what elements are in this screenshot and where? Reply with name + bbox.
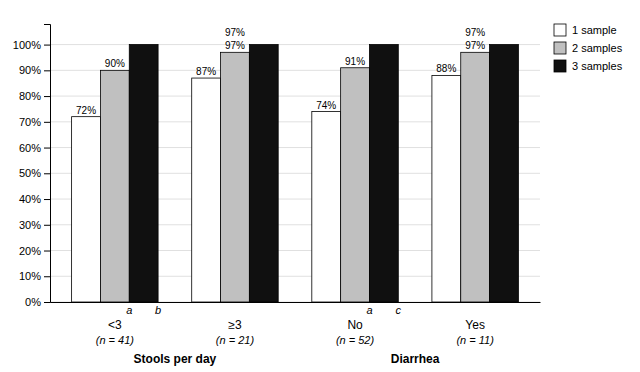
annotation: a (126, 304, 132, 316)
y-tick-label: 90% (19, 64, 41, 76)
bar (490, 45, 519, 302)
y-tick: 90% (19, 64, 50, 76)
bars (72, 45, 519, 302)
y-tick-mark (44, 45, 50, 46)
category-note: (n = 52) (336, 334, 375, 346)
x-tick-label: ≥3 (228, 318, 242, 332)
legend: 1 sample 2 samples 3 samples (554, 24, 623, 72)
chart-container: 0% 10% 20% 30% 40% 50% 60% 70% 80% 90% 100% <3 ≥3 No Y… (0, 0, 640, 372)
x-tick: ≥3 (228, 318, 242, 332)
y-axis-line (44, 25, 51, 303)
bar (249, 45, 278, 302)
bar (432, 75, 461, 302)
legend-swatch (554, 60, 566, 72)
y-tick-label: 20% (19, 245, 41, 257)
legend-item: 3 samples (554, 60, 623, 72)
bar (461, 52, 490, 302)
legend-item: 1 sample (554, 24, 617, 36)
data-label: 88% (436, 63, 456, 74)
y-tick-mark (44, 70, 50, 71)
data-label: 97% (465, 40, 485, 51)
data-labels: 72% 87% 74% 88% 90% 97% 91% 97% (76, 40, 485, 115)
bar (341, 68, 370, 302)
y-tick: 10% (19, 270, 50, 282)
legend-item: 2 samples (554, 42, 623, 54)
bar (192, 78, 221, 302)
legend-swatch (554, 24, 566, 36)
legend-label: 3 samples (572, 60, 623, 72)
y-tick-label: 80% (19, 90, 41, 102)
category-group-label: Diarrhea (391, 352, 440, 366)
y-tick-label: 70% (19, 116, 41, 128)
x-tick: <3 (108, 318, 122, 332)
bar (100, 70, 129, 302)
data-label: 72% (76, 105, 96, 116)
annotation: 97% (225, 27, 245, 38)
y-tick: 60% (19, 142, 50, 154)
legend-swatch (554, 42, 566, 54)
y-tick-label: 0% (25, 296, 41, 308)
chart-svg: 0% 10% 20% 30% 40% 50% 60% 70% 80% 90% 100% <3 ≥3 No Y… (0, 0, 640, 372)
x-tick: Yes (465, 318, 485, 332)
bar (129, 45, 158, 302)
y-tick-mark (44, 251, 50, 252)
y-tick-label: 10% (19, 270, 41, 282)
y-tick-mark (44, 173, 50, 174)
y-tick: 50% (19, 167, 50, 179)
y-tick-mark (44, 148, 50, 149)
y-tick-label: 50% (19, 167, 41, 179)
labels: (n = 41) (n = 21) (n = 52) (n = 11) Stools p… (96, 27, 494, 365)
y-tick: 100% (13, 39, 50, 51)
category-note: (n = 41) (96, 334, 135, 346)
legend-label: 2 samples (572, 42, 623, 54)
data-label: 87% (196, 66, 216, 77)
category-note: (n = 11) (456, 334, 494, 346)
x-tick-label: <3 (108, 318, 122, 332)
y-tick: 40% (19, 193, 50, 205)
y-tick-mark (44, 225, 50, 226)
y-tick-label: 30% (19, 219, 41, 231)
data-label: 97% (225, 40, 245, 51)
x-tick-label: No (347, 318, 363, 332)
bar (312, 112, 341, 302)
legend-label: 1 sample (572, 24, 617, 36)
x-axis-line (51, 302, 541, 303)
y-tick-mark (44, 96, 50, 97)
data-label: 74% (316, 100, 336, 111)
y-tick-label: 100% (13, 39, 41, 51)
y-tick-mark (44, 122, 50, 123)
annotation: b (155, 304, 161, 316)
bar (72, 117, 101, 302)
bar (369, 45, 398, 302)
x-axis: <3 ≥3 No Yes (51, 303, 541, 332)
y-tick: 0% (25, 296, 50, 308)
x-tick: No (347, 318, 363, 332)
annotation: c (396, 304, 402, 316)
bar (221, 52, 250, 302)
annotation: 97% (465, 27, 485, 38)
data-label: 91% (345, 56, 365, 67)
y-tick-mark (44, 302, 50, 303)
y-tick: 70% (19, 116, 50, 128)
y-tick: 30% (19, 219, 50, 231)
x-tick-label: Yes (465, 318, 485, 332)
grid (50, 45, 540, 302)
plot: 0% 10% 20% 30% 40% 50% 60% 70% 80% 90% 100% <3 ≥3 No Y… (13, 25, 541, 366)
annotation: a (366, 304, 372, 316)
y-axis: 0% 10% 20% 30% 40% 50% 60% 70% 80% 90% 100% (13, 25, 51, 309)
y-tick-mark (44, 199, 50, 200)
data-label: 90% (105, 58, 125, 69)
category-note: (n = 21) (216, 334, 255, 346)
y-tick-mark (44, 276, 50, 277)
y-tick: 80% (19, 90, 50, 102)
y-tick-label: 40% (19, 193, 41, 205)
y-tick-label: 60% (19, 142, 41, 154)
y-tick: 20% (19, 245, 50, 257)
category-group-label: Stools per day (134, 352, 217, 366)
